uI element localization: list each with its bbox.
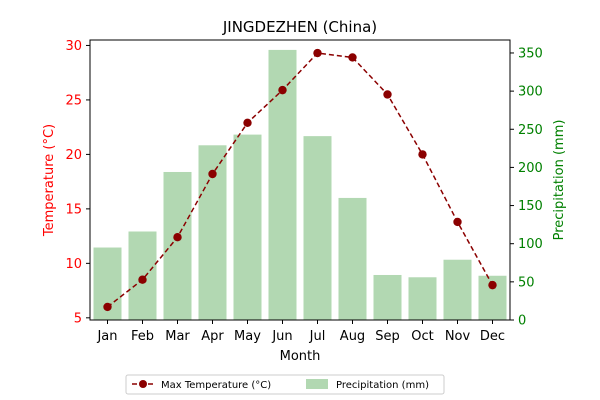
temperature-line: [103, 48, 497, 312]
y-left-tick-label: 25: [65, 93, 82, 108]
y-right-tick-label: 200: [518, 161, 543, 176]
temperature-point-oct: [418, 150, 427, 159]
temperature-point-jul: [313, 48, 322, 58]
y-left-tick-label: 30: [65, 39, 82, 54]
y-right-tick-label: 350: [518, 46, 543, 61]
temperature-point-apr: [208, 169, 217, 179]
temperature-point-jan: [103, 302, 112, 312]
x-tick-label: Nov: [445, 329, 471, 344]
y-axis-left: 5 10 15 20 25 30: [65, 39, 90, 326]
y-left-tick-label: 15: [65, 202, 82, 217]
y-right-tick-label: 150: [518, 199, 543, 214]
x-axis-label: Month: [280, 349, 321, 364]
temperature-point-mar: [173, 232, 182, 242]
precipitation-bar-aug: [338, 197, 367, 320]
temperature-point-may: [243, 118, 252, 128]
temperature-point-jun: [278, 85, 287, 95]
x-tick-label: May: [234, 329, 261, 344]
y-right-tick-label: 250: [518, 123, 543, 138]
precipitation-bar-nov: [443, 259, 472, 320]
x-tick-label: Apr: [201, 329, 224, 344]
y-right-tick-label: 0: [518, 314, 526, 329]
temperature-point-nov: [453, 217, 462, 227]
legend: Max Temperature (°C) Precipitation (mm): [125, 374, 445, 395]
y-right-tick-label: 100: [518, 237, 543, 252]
y-axis-left-label: Temperature (°C): [42, 124, 57, 237]
precipitation-bars: [93, 49, 507, 321]
x-tick-label: Feb: [131, 329, 154, 344]
legend-bar-swatch: [306, 379, 328, 389]
x-tick-label: Oct: [411, 329, 433, 344]
y-left-tick-label: 10: [65, 257, 82, 272]
y-left-tick-label: 20: [65, 148, 82, 163]
temperature-point-feb: [138, 275, 147, 284]
y-axis-right-label: Precipitation (mm): [552, 120, 567, 241]
precipitation-bar-mar: [163, 171, 192, 320]
x-axis: Jan Feb Mar Apr May Jun Jul Aug Sep Oct Nov Dec: [96, 320, 505, 344]
x-tick-label: Jun: [271, 329, 292, 344]
legend-label-temperature: Max Temperature (°C): [161, 380, 271, 391]
x-tick-label: Aug: [340, 329, 365, 344]
y-axis-right: 0 50 100 150 200 250 300 350: [510, 46, 543, 329]
x-tick-label: Jan: [96, 329, 117, 344]
temperature-point-sep: [383, 90, 392, 99]
plot-frame: [89, 39, 511, 321]
y-right-tick-label: 50: [518, 275, 535, 290]
legend-marker: [139, 380, 147, 388]
precipitation-bar-jun: [268, 49, 297, 321]
y-right-tick-label: 300: [518, 85, 543, 100]
temperature-point-dec: [488, 280, 497, 290]
temperature-polyline: [107, 52, 494, 308]
precipitation-bar-may: [233, 134, 262, 320]
precipitation-bar-oct: [408, 277, 437, 320]
y-left-tick-label: 5: [74, 311, 82, 326]
legend-label-precipitation: Precipitation (mm): [336, 380, 429, 391]
precipitation-bar-sep: [373, 274, 402, 320]
precipitation-bar-jul: [303, 136, 332, 320]
x-tick-label: Mar: [165, 329, 190, 344]
temperature-point-aug: [348, 53, 357, 62]
chart-title: JINGDEZHEN (China): [222, 18, 377, 36]
x-tick-label: Jul: [309, 329, 326, 344]
x-tick-label: Sep: [375, 329, 400, 344]
x-tick-label: Dec: [480, 329, 505, 344]
legend-box: [125, 374, 445, 395]
